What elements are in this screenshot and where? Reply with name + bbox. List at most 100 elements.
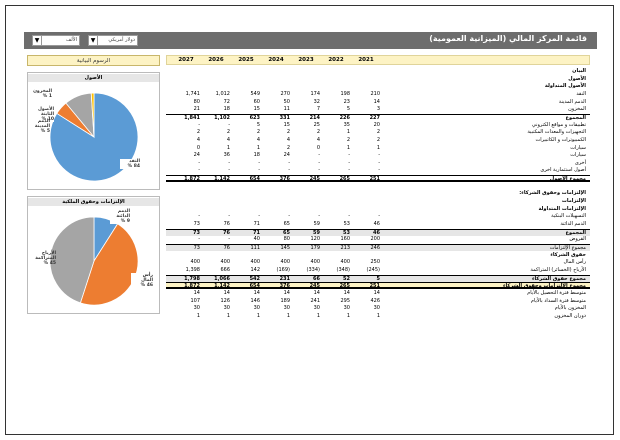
table-cell[interactable]: 14 — [313, 289, 320, 296]
table-cell[interactable]: 20 — [373, 121, 380, 128]
table-cell[interactable]: 24 — [193, 152, 200, 159]
table-cell[interactable]: 210 — [370, 90, 380, 97]
table-cell[interactable]: 107 — [190, 297, 200, 304]
table-cell[interactable]: 36 — [223, 152, 230, 159]
pie-slice[interactable] — [90, 92, 95, 138]
table-cell[interactable]: - — [198, 121, 200, 128]
table-cell[interactable]: 0 — [196, 144, 200, 151]
table-cell[interactable]: 30 — [283, 305, 290, 312]
table-cell[interactable]: 251 — [369, 176, 380, 183]
table-cell[interactable]: 46 — [373, 221, 380, 227]
table-cell[interactable]: 2 — [346, 136, 350, 143]
table-cell[interactable]: 23 — [343, 98, 350, 105]
table-cell[interactable]: - — [258, 159, 260, 166]
table-cell[interactable]: 71 — [253, 229, 260, 236]
table-cell[interactable]: 623 — [249, 114, 260, 121]
table-cell[interactable]: 80 — [193, 98, 200, 105]
table-cell[interactable]: 30 — [223, 305, 230, 312]
table-cell[interactable]: 400 — [310, 259, 320, 266]
table-cell[interactable]: 1,066 — [214, 275, 230, 282]
table-cell[interactable]: 246 — [370, 244, 380, 251]
table-cell[interactable]: 53 — [343, 221, 350, 227]
table-cell[interactable]: 76 — [223, 221, 230, 227]
table-cell[interactable]: 2 — [376, 129, 380, 136]
table-cell[interactable]: 66 — [313, 275, 320, 282]
table-cell[interactable]: 32 — [313, 98, 320, 105]
table-cell[interactable]: 60 — [253, 98, 260, 105]
table-cell[interactable]: 65 — [283, 221, 290, 227]
table-cell[interactable]: - — [348, 159, 350, 166]
table-cell[interactable]: 400 — [340, 259, 350, 266]
table-cell[interactable]: 72 — [223, 98, 230, 105]
table-cell[interactable]: 1,142 — [214, 176, 230, 183]
table-cell[interactable]: 1 — [286, 312, 290, 319]
table-cell[interactable]: 73 — [193, 229, 200, 236]
table-cell[interactable]: 18 — [253, 152, 260, 159]
table-cell[interactable]: 1 — [256, 144, 260, 151]
table-cell[interactable]: - — [198, 159, 200, 166]
table-cell[interactable]: 14 — [283, 289, 290, 296]
table-cell[interactable]: 265 — [339, 176, 350, 183]
table-cell[interactable]: 1 — [346, 129, 350, 136]
table-cell[interactable]: 214 — [309, 114, 320, 121]
table-cell[interactable]: (348) — [336, 266, 350, 273]
table-cell[interactable]: 376 — [279, 283, 290, 290]
table-cell[interactable]: 1 — [346, 144, 350, 151]
table-cell[interactable]: 35 — [343, 121, 350, 128]
table-cell[interactable]: (245) — [366, 266, 380, 273]
table-cell[interactable]: 111 — [250, 244, 260, 251]
table-cell[interactable]: 295 — [340, 297, 350, 304]
table-cell[interactable]: - — [318, 152, 320, 159]
table-cell[interactable]: 2 — [376, 136, 380, 143]
table-cell[interactable]: 1,872 — [184, 176, 200, 183]
table-cell[interactable]: 1,741 — [185, 90, 200, 97]
table-cell[interactable]: - — [198, 167, 200, 174]
table-cell[interactable]: 189 — [280, 297, 290, 304]
table-cell[interactable]: - — [348, 152, 350, 159]
table-cell[interactable]: 30 — [253, 305, 260, 312]
table-cell[interactable]: 21 — [193, 106, 200, 113]
table-cell[interactable]: - — [318, 167, 320, 174]
table-cell[interactable]: 146 — [250, 297, 260, 304]
table-cell[interactable]: 1 — [376, 312, 380, 319]
table-cell[interactable]: 1 — [376, 144, 380, 151]
table-cell[interactable]: - — [228, 159, 230, 166]
table-cell[interactable]: 7 — [316, 106, 320, 113]
table-cell[interactable]: 59 — [313, 221, 320, 227]
table-cell[interactable]: 245 — [309, 283, 320, 290]
table-cell[interactable]: 14 — [253, 289, 260, 296]
table-cell[interactable]: 231 — [279, 275, 290, 282]
table-cell[interactable]: 52 — [343, 275, 350, 282]
table-cell[interactable]: 1 — [256, 312, 260, 319]
table-cell[interactable]: 24 — [283, 152, 290, 159]
table-cell[interactable]: 145 — [280, 244, 290, 251]
table-cell[interactable]: - — [198, 236, 200, 243]
table-cell[interactable]: 2 — [256, 129, 260, 136]
table-cell[interactable]: 53 — [343, 229, 350, 236]
table-cell[interactable]: 14 — [193, 289, 200, 296]
table-cell[interactable]: 30 — [313, 305, 320, 312]
table-cell[interactable]: 198 — [340, 90, 350, 97]
chevron-down-icon[interactable]: ▼ — [89, 36, 98, 45]
table-cell[interactable]: 5 — [376, 275, 380, 282]
table-cell[interactable]: 400 — [190, 259, 200, 266]
table-cell[interactable]: 14 — [373, 289, 380, 296]
chevron-down-icon[interactable]: ▼ — [33, 36, 42, 45]
table-cell[interactable]: - — [258, 213, 260, 220]
table-cell[interactable]: 0 — [316, 144, 320, 151]
table-cell[interactable]: 174 — [310, 90, 320, 97]
table-cell[interactable]: 542 — [249, 275, 260, 282]
table-cell[interactable]: - — [228, 167, 230, 174]
table-cell[interactable]: 666 — [220, 266, 230, 273]
table-cell[interactable]: 270 — [280, 90, 290, 97]
table-cell[interactable]: 120 — [310, 236, 320, 243]
table-cell[interactable]: 1,102 — [214, 114, 230, 121]
table-cell[interactable]: 3 — [376, 106, 380, 113]
table-cell[interactable]: 1,841 — [184, 114, 200, 121]
table-cell[interactable]: 400 — [220, 259, 230, 266]
currency-dropdown[interactable]: ▼ دولار أمريكي — [88, 35, 138, 46]
table-cell[interactable]: 376 — [279, 176, 290, 183]
table-cell[interactable]: 265 — [339, 283, 350, 290]
table-cell[interactable]: 65 — [283, 229, 290, 236]
table-cell[interactable]: 331 — [279, 114, 290, 121]
